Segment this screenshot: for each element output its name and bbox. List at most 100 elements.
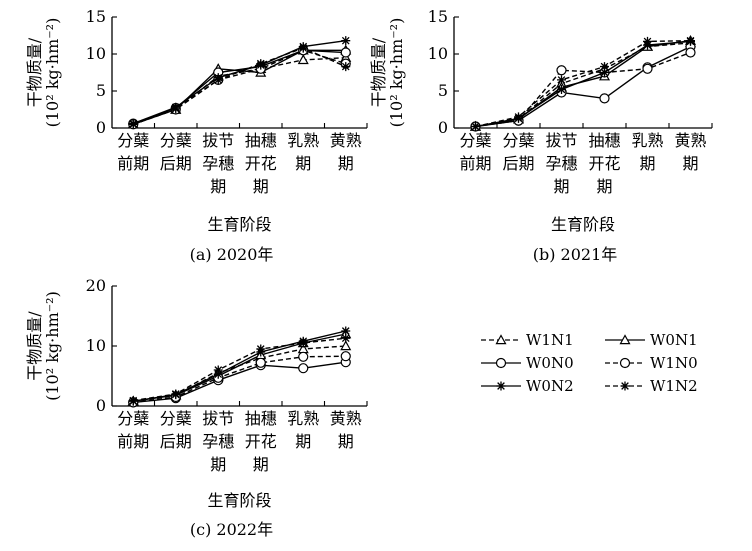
data-point — [128, 396, 138, 406]
data-point — [298, 351, 309, 362]
chart-panel: 051015分蘖前期分蘖后期拔节孕穗期抽穗开花期乳熟期黄熟期干物质量/(10² … — [369, 7, 713, 264]
x-tick-label: 期 — [338, 432, 354, 451]
y-axis-unit: (10² kg·hm⁻²) — [43, 18, 62, 128]
x-tick-label: 黄熟 — [330, 409, 362, 428]
x-tick-label: 期 — [639, 154, 655, 173]
data-point — [556, 65, 567, 76]
legend: W1N1 W0N1 W0N0 W1N0 W0N2 W1N2 — [481, 331, 698, 395]
x-tick-label: 乳熟 — [631, 131, 663, 150]
data-point — [256, 344, 266, 354]
legend-marker — [495, 334, 507, 345]
series-line — [132, 39, 346, 125]
data-point — [255, 357, 266, 368]
series-w0n1 — [127, 44, 352, 129]
x-tick-label: 抽穗 — [588, 131, 620, 150]
data-point — [557, 85, 566, 95]
x-tick-label: 分蘖 — [117, 131, 149, 150]
series-line — [475, 39, 691, 128]
data-point — [600, 62, 609, 72]
x-tick-label: 黄熟 — [674, 131, 706, 150]
x-tick-label: 后期 — [160, 432, 192, 451]
x-tick-label: 孕穗 — [202, 154, 234, 173]
legend-marker — [619, 334, 631, 345]
panel-caption: (a) 2020年 — [190, 245, 274, 264]
y-tick-label: 10 — [428, 44, 448, 63]
x-tick-label: 期 — [210, 177, 226, 196]
x-tick-label: 孕穗 — [202, 432, 234, 451]
data-point — [128, 119, 138, 129]
x-tick-label: 期 — [553, 177, 569, 196]
y-axis-unit: (10² kg·hm⁻²) — [43, 291, 62, 401]
x-tick-label: 拔节 — [202, 409, 234, 428]
data-point — [341, 62, 351, 72]
x-tick-label: 期 — [253, 177, 269, 196]
data-point — [471, 122, 480, 132]
data-point — [642, 63, 653, 74]
x-tick-label: 前期 — [459, 154, 491, 173]
x-tick-label: 期 — [295, 432, 311, 451]
legend-label: W1N2 — [650, 377, 698, 395]
x-tick-label: 后期 — [502, 154, 534, 173]
y-tick-label: 10 — [86, 336, 106, 355]
x-tick-label: 分蘖 — [502, 131, 534, 150]
data-point — [600, 68, 609, 77]
series-line — [133, 47, 347, 125]
y-axis-unit: (10² kg·hm⁻²) — [387, 18, 406, 128]
x-tick-label: 乳熟 — [287, 131, 319, 150]
legend-marker — [620, 381, 630, 391]
series-w0n0 — [128, 45, 351, 129]
series-line — [475, 42, 691, 128]
legend-marker — [496, 381, 506, 391]
y-axis-title: 干物质量/ — [25, 311, 44, 381]
legend-item-w1n2: W1N2 — [605, 377, 698, 395]
series-w1n0 — [128, 45, 351, 130]
legend-label: W1N0 — [650, 354, 698, 372]
legend-label: W0N0 — [526, 354, 574, 372]
x-tick-label: 乳熟 — [287, 409, 319, 428]
data-point — [514, 112, 523, 122]
x-tick-label: 开花 — [245, 432, 277, 451]
data-point — [599, 93, 610, 104]
x-axis-title: 生育阶段 — [207, 491, 271, 510]
legend-label: W0N2 — [526, 377, 574, 395]
y-tick-label: 15 — [428, 7, 448, 26]
data-point — [340, 340, 352, 351]
data-point — [341, 326, 351, 336]
y-tick-label: 0 — [438, 118, 448, 137]
x-tick-label: 期 — [338, 154, 354, 173]
x-tick-label: 期 — [253, 455, 269, 474]
series-line — [133, 361, 346, 404]
x-tick-label: 拔节 — [202, 131, 234, 150]
y-axis-title: 干物质量/ — [25, 37, 44, 107]
data-point — [341, 333, 351, 343]
legend-item-w0n2: W0N2 — [481, 377, 574, 395]
y-tick-label: 5 — [96, 81, 106, 100]
data-point — [341, 36, 351, 46]
y-tick-label: 0 — [96, 118, 106, 137]
x-tick-label: 期 — [295, 154, 311, 173]
data-point — [643, 36, 652, 46]
series-line — [475, 45, 691, 128]
legend-item-w0n0: W0N0 — [481, 354, 574, 372]
x-tick-label: 抽穗 — [245, 131, 277, 150]
legend-item-w1n1: W1N1 — [481, 331, 574, 349]
data-point — [685, 47, 696, 58]
y-axis-title: 干物质量/ — [369, 37, 388, 107]
series-line — [133, 57, 346, 125]
series-w1n2 — [128, 43, 351, 129]
x-axis-title: 生育阶段 — [207, 215, 271, 234]
x-tick-label: 孕穗 — [545, 154, 577, 173]
legend-marker — [619, 357, 631, 369]
series-w0n1 — [469, 34, 697, 131]
data-point — [340, 47, 351, 58]
x-axis-title: 生育阶段 — [551, 215, 615, 234]
series-line — [475, 51, 691, 128]
legend-item-w1n0: W1N0 — [605, 354, 698, 372]
x-tick-label: 黄熟 — [330, 131, 362, 150]
x-tick-label: 分蘖 — [160, 131, 192, 150]
data-point — [171, 389, 181, 399]
x-tick-label: 前期 — [117, 154, 149, 173]
data-point — [256, 59, 266, 69]
